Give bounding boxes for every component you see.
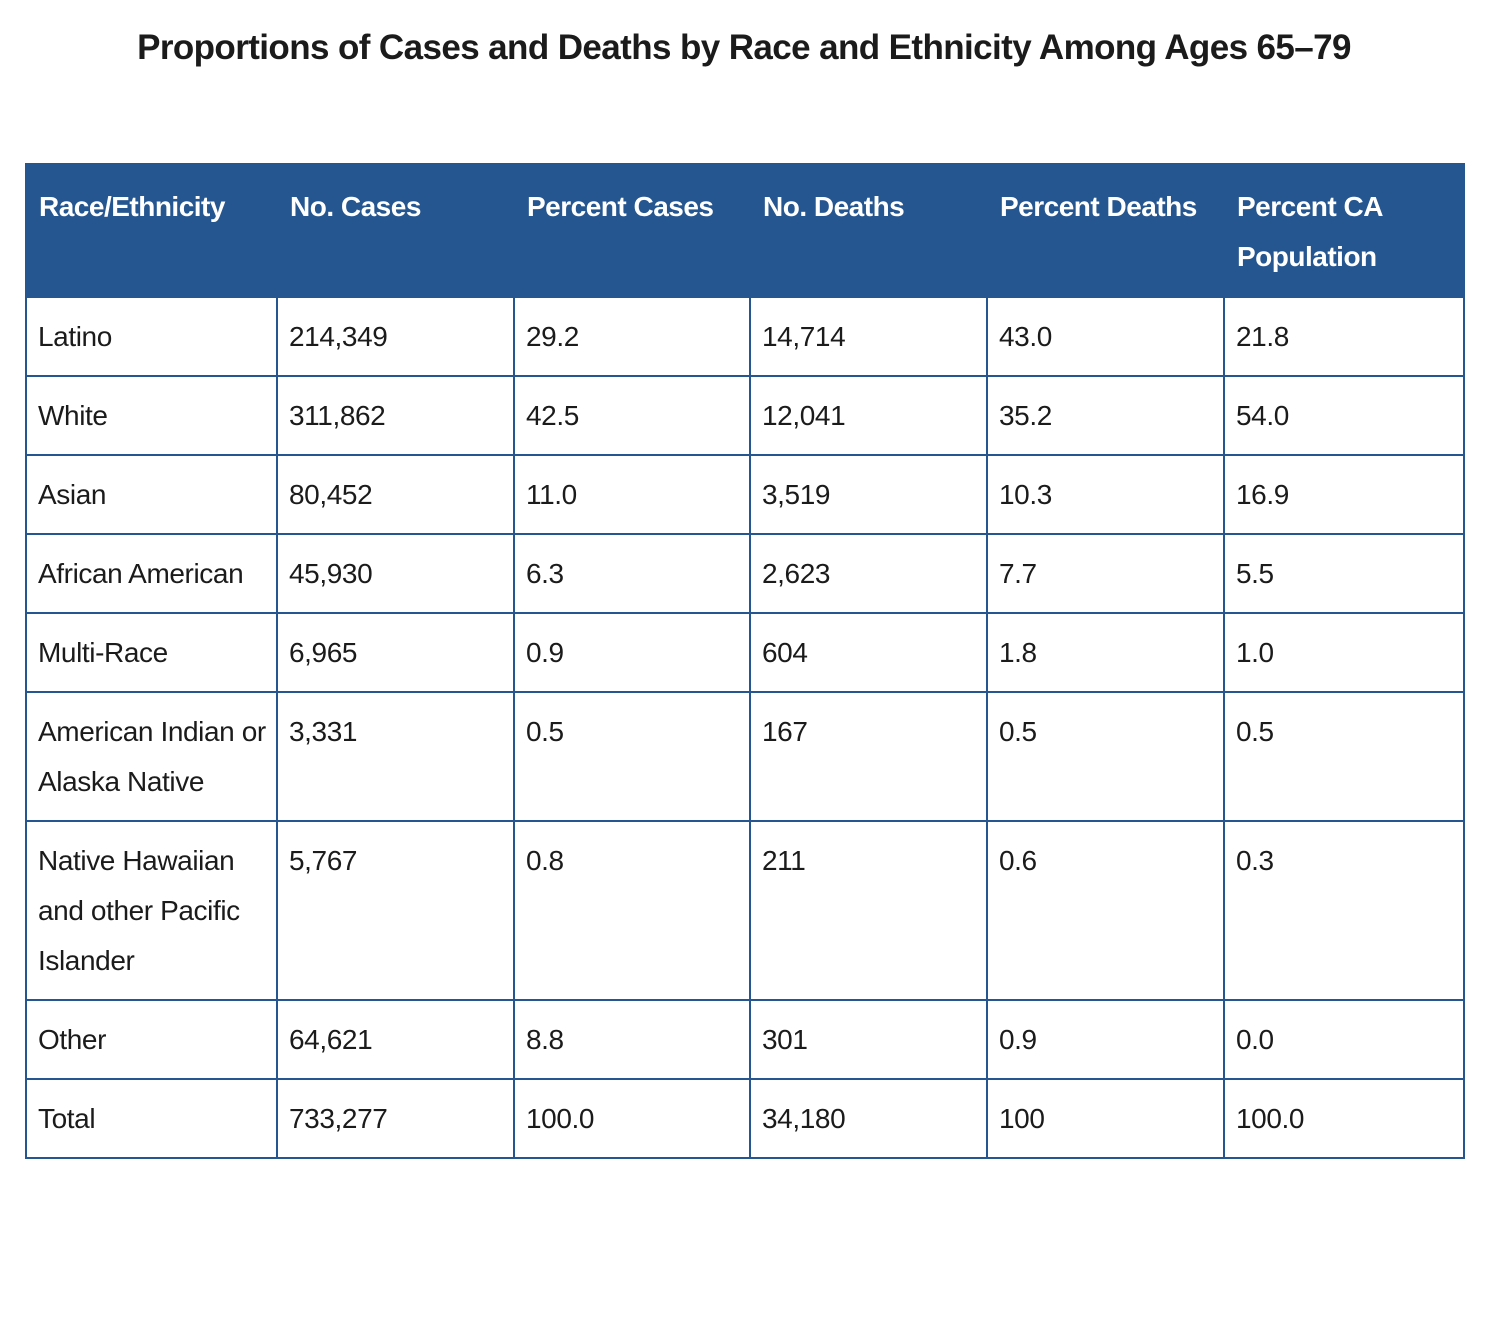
cell-percent-cases: 11.0 xyxy=(513,454,751,535)
cell-percent-cases: 42.5 xyxy=(513,375,751,456)
cell-race-ethnicity: Total xyxy=(25,1078,278,1159)
cell-percent-ca-population: 54.0 xyxy=(1223,375,1465,456)
page-title: Proportions of Cases and Deaths by Race … xyxy=(137,28,1351,67)
column-header-no-deaths: No. Deaths xyxy=(749,163,988,298)
cell-race-ethnicity: White xyxy=(25,375,278,456)
cell-percent-cases: 0.9 xyxy=(513,612,751,693)
table-header: Race/Ethnicity No. Cases Percent Cases N… xyxy=(25,163,1465,298)
cell-no-cases: 6,965 xyxy=(276,612,515,693)
cell-no-deaths: 34,180 xyxy=(749,1078,988,1159)
column-header-percent-cases: Percent Cases xyxy=(513,163,751,298)
cell-race-ethnicity: Multi-Race xyxy=(25,612,278,693)
cell-race-ethnicity: Latino xyxy=(25,296,278,377)
cell-percent-cases: 29.2 xyxy=(513,296,751,377)
column-header-percent-deaths: Percent Deaths xyxy=(986,163,1225,298)
cell-race-ethnicity: Other xyxy=(25,999,278,1080)
table-row-white: White 311,862 42.5 12,041 35.2 54.0 xyxy=(25,375,1465,456)
race-ethnicity-table: Race/Ethnicity No. Cases Percent Cases N… xyxy=(25,163,1465,1159)
column-header-race-ethnicity: Race/Ethnicity xyxy=(25,163,278,298)
header-row: Race/Ethnicity No. Cases Percent Cases N… xyxy=(25,163,1465,298)
cell-race-ethnicity: Native Hawaiian and other Pacific Island… xyxy=(25,820,278,1001)
cell-percent-deaths: 7.7 xyxy=(986,533,1225,614)
column-header-percent-ca-population: Percent CA Population xyxy=(1223,163,1465,298)
cell-no-deaths: 301 xyxy=(749,999,988,1080)
cell-percent-ca-population: 0.0 xyxy=(1223,999,1465,1080)
cell-no-cases: 311,862 xyxy=(276,375,515,456)
cell-percent-deaths: 35.2 xyxy=(986,375,1225,456)
cell-percent-deaths: 0.6 xyxy=(986,820,1225,1001)
table-row-asian: Asian 80,452 11.0 3,519 10.3 16.9 xyxy=(25,454,1465,535)
column-header-no-cases: No. Cases xyxy=(276,163,515,298)
cell-no-deaths: 167 xyxy=(749,691,988,822)
cell-no-cases: 80,452 xyxy=(276,454,515,535)
cell-no-deaths: 604 xyxy=(749,612,988,693)
cell-percent-ca-population: 1.0 xyxy=(1223,612,1465,693)
cell-no-cases: 5,767 xyxy=(276,820,515,1001)
cell-percent-ca-population: 5.5 xyxy=(1223,533,1465,614)
cell-percent-deaths: 1.8 xyxy=(986,612,1225,693)
cell-percent-cases: 6.3 xyxy=(513,533,751,614)
cell-percent-cases: 0.8 xyxy=(513,820,751,1001)
cell-no-cases: 733,277 xyxy=(276,1078,515,1159)
cell-no-cases: 64,621 xyxy=(276,999,515,1080)
table-row-african-american: African American 45,930 6.3 2,623 7.7 5.… xyxy=(25,533,1465,614)
cell-no-deaths: 3,519 xyxy=(749,454,988,535)
cell-percent-deaths: 100 xyxy=(986,1078,1225,1159)
cell-percent-ca-population: 100.0 xyxy=(1223,1078,1465,1159)
cell-percent-ca-population: 0.5 xyxy=(1223,691,1465,822)
cell-no-deaths: 12,041 xyxy=(749,375,988,456)
cell-no-cases: 45,930 xyxy=(276,533,515,614)
cell-percent-cases: 0.5 xyxy=(513,691,751,822)
cell-percent-ca-population: 21.8 xyxy=(1223,296,1465,377)
cell-percent-deaths: 10.3 xyxy=(986,454,1225,535)
cell-percent-deaths: 0.5 xyxy=(986,691,1225,822)
table-row-other: Other 64,621 8.8 301 0.9 0.0 xyxy=(25,999,1465,1080)
cell-percent-ca-population: 0.3 xyxy=(1223,820,1465,1001)
cell-no-deaths: 14,714 xyxy=(749,296,988,377)
cell-percent-deaths: 43.0 xyxy=(986,296,1225,377)
cell-percent-cases: 8.8 xyxy=(513,999,751,1080)
cell-race-ethnicity: Asian xyxy=(25,454,278,535)
cell-no-cases: 214,349 xyxy=(276,296,515,377)
table-row-total: Total 733,277 100.0 34,180 100 100.0 xyxy=(25,1078,1465,1159)
cell-percent-cases: 100.0 xyxy=(513,1078,751,1159)
cell-no-deaths: 2,623 xyxy=(749,533,988,614)
table-row-american-indian-alaska-native: American Indian or Alaska Native 3,331 0… xyxy=(25,691,1465,822)
cell-percent-ca-population: 16.9 xyxy=(1223,454,1465,535)
table-row-multi-race: Multi-Race 6,965 0.9 604 1.8 1.0 xyxy=(25,612,1465,693)
cell-no-cases: 3,331 xyxy=(276,691,515,822)
table-body: Latino 214,349 29.2 14,714 43.0 21.8 Whi… xyxy=(25,296,1465,1159)
cell-race-ethnicity: African American xyxy=(25,533,278,614)
table-row-native-hawaiian-pacific-islander: Native Hawaiian and other Pacific Island… xyxy=(25,820,1465,1001)
cell-percent-deaths: 0.9 xyxy=(986,999,1225,1080)
cell-race-ethnicity: American Indian or Alaska Native xyxy=(25,691,278,822)
table-row-latino: Latino 214,349 29.2 14,714 43.0 21.8 xyxy=(25,296,1465,377)
cell-no-deaths: 211 xyxy=(749,820,988,1001)
